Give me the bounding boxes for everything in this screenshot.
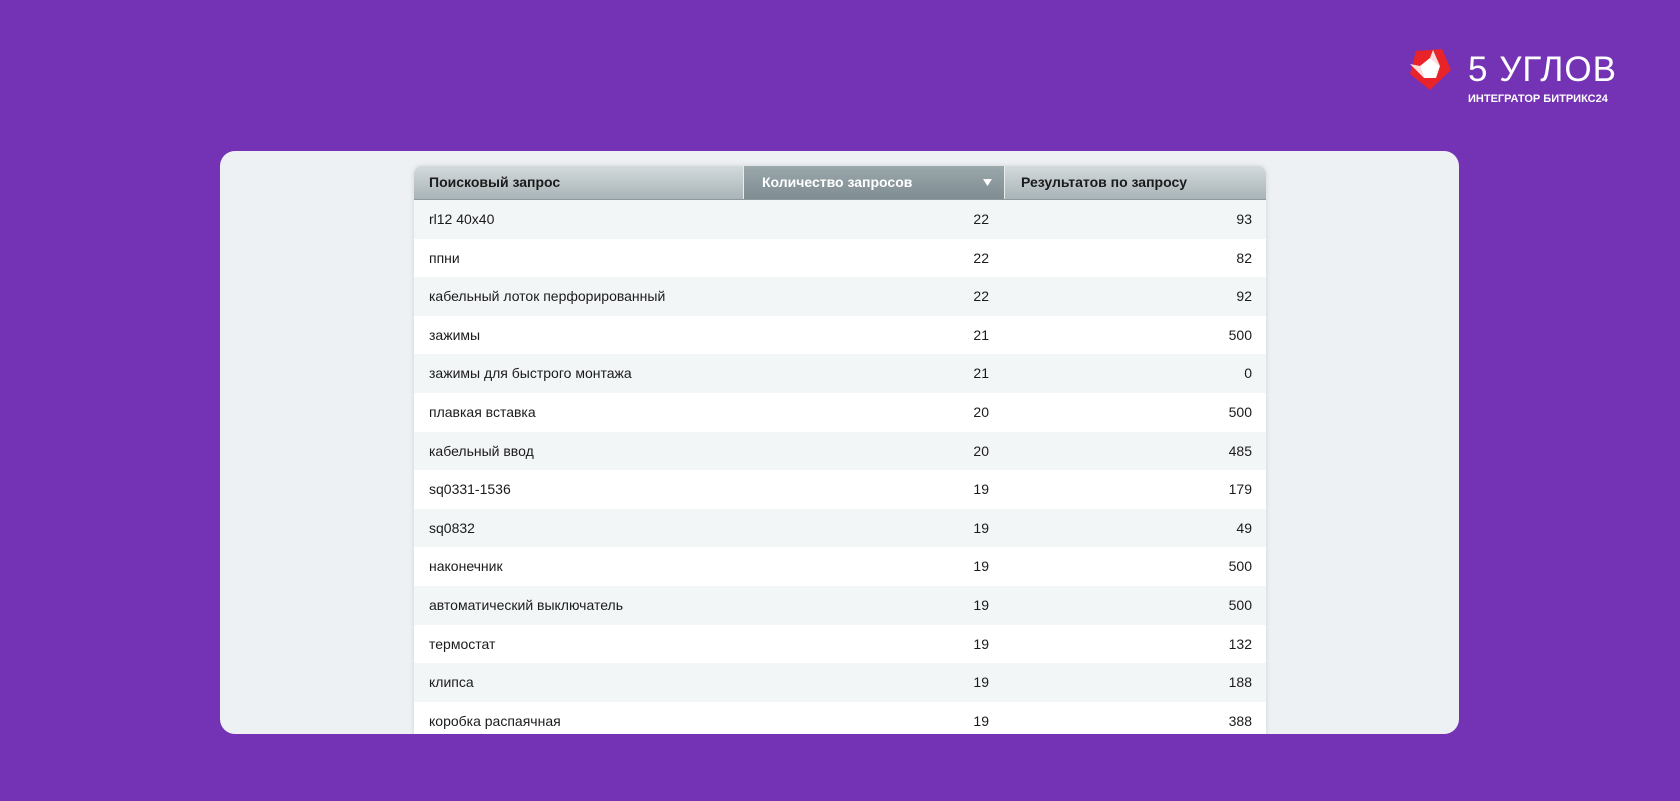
table-cell: 19 [973, 712, 989, 729]
column-header[interactable]: Результатов по запросу [1021, 174, 1188, 190]
logo-name: 5 УГЛОВ [1468, 50, 1617, 89]
column-header[interactable]: Поисковый запрос [429, 174, 561, 190]
table-cell: зажимы для быстрого монтажа [429, 365, 632, 382]
logo-tagline: ИНТЕГРАТОР БИТРИКС24 [1468, 93, 1608, 105]
table-cell: 49 [1236, 519, 1252, 536]
table-row[interactable]: ппни 22 82 [414, 238, 1266, 278]
table-cell: коробка распаячная [429, 712, 561, 729]
logo-icon [1410, 49, 1451, 90]
table-cell: 19 [973, 558, 989, 575]
table-cell: кабельный лоток перфорированный [429, 288, 666, 305]
table-cell: 19 [973, 635, 989, 652]
table-cell: 485 [1228, 442, 1252, 459]
table-row[interactable]: коробка распаячная 19 388 [414, 701, 1266, 734]
table-cell: 179 [1228, 481, 1252, 498]
table-cell: 388 [1228, 712, 1252, 729]
table-row[interactable]: sq0832 19 49 [414, 508, 1266, 548]
table-cell: 22 [973, 288, 989, 305]
table-row[interactable]: клипса 19 188 [414, 663, 1266, 702]
table: Поисковый запрос Количество запросов Рез… [414, 166, 1266, 734]
table-cell: 500 [1228, 403, 1252, 420]
table-row[interactable]: автоматический выключатель 19 500 [414, 585, 1266, 625]
table-cell: зажимы [429, 326, 481, 343]
table-row[interactable]: зажимы 21 500 [414, 315, 1266, 355]
table-cell: 188 [1228, 674, 1252, 691]
table-cell: 19 [973, 674, 989, 691]
table-cell: 93 [1236, 211, 1252, 227]
column-header-text: Количество запросов [762, 174, 913, 190]
table-cell: клипса [429, 674, 474, 691]
header-row: Поисковый запрос Количество запросов Рез… [414, 166, 1266, 200]
table-cell: 21 [973, 326, 989, 343]
table-cell: 500 [1228, 326, 1252, 343]
table-cell: 92 [1236, 288, 1252, 305]
table-row[interactable]: плавкая вставка 20 500 [414, 392, 1266, 432]
table-cell: 20 [973, 442, 989, 459]
table-cell: 19 [973, 596, 989, 613]
table-cell: 20 [973, 403, 989, 420]
table-row[interactable]: кабельный лоток перфорированный 22 92 [414, 277, 1266, 316]
table-cell: плавкая вставка [429, 403, 536, 420]
table-cell: 22 [973, 249, 989, 266]
table-cell: 21 [973, 365, 989, 382]
table-cell: 0 [1244, 365, 1252, 382]
table-cell: 19 [973, 519, 989, 536]
logo[interactable]: 5 УГЛОВ ИНТЕГРАТОР БИТРИКС24 [1408, 48, 1618, 108]
table-cell: 19 [973, 481, 989, 498]
table-cell: кабельный ввод [429, 442, 534, 459]
card: Поисковый запрос Количество запросов Рез… [220, 151, 1459, 734]
column-header-sorted[interactable]: Количество запросов [743, 166, 1005, 199]
table-row[interactable]: кабельный ввод 20 485 [414, 431, 1266, 471]
table-cell: термостат [429, 635, 496, 652]
table-cell: rl12 40x40 [429, 211, 495, 227]
table-cell: автоматический выключатель [429, 596, 623, 613]
table-cell: 132 [1228, 635, 1252, 652]
table-row[interactable]: зажимы для быстрого монтажа 21 0 [414, 354, 1266, 393]
table-cell: наконечник [429, 558, 503, 575]
table-cell: 82 [1236, 249, 1252, 266]
table-cell: 500 [1228, 596, 1252, 613]
table-cell: sq0832 [429, 519, 475, 536]
table-row[interactable]: наконечник 19 500 [414, 547, 1266, 586]
table-row[interactable]: sq0331-1536 19 179 [414, 470, 1266, 509]
sort-arrow [983, 179, 992, 186]
table-cell: sq0331-1536 [429, 481, 511, 498]
table-body: rl12 40x40 22 93 ппни 22 82 кабельный лоток пе… [414, 200, 1266, 734]
table-cell: 22 [973, 211, 989, 227]
table-row[interactable]: rl12 40x40 22 93 [414, 200, 1266, 239]
table-cell: ппни [429, 249, 460, 266]
table-row[interactable]: термостат 19 132 [414, 624, 1266, 664]
table-cell: 500 [1228, 558, 1252, 575]
